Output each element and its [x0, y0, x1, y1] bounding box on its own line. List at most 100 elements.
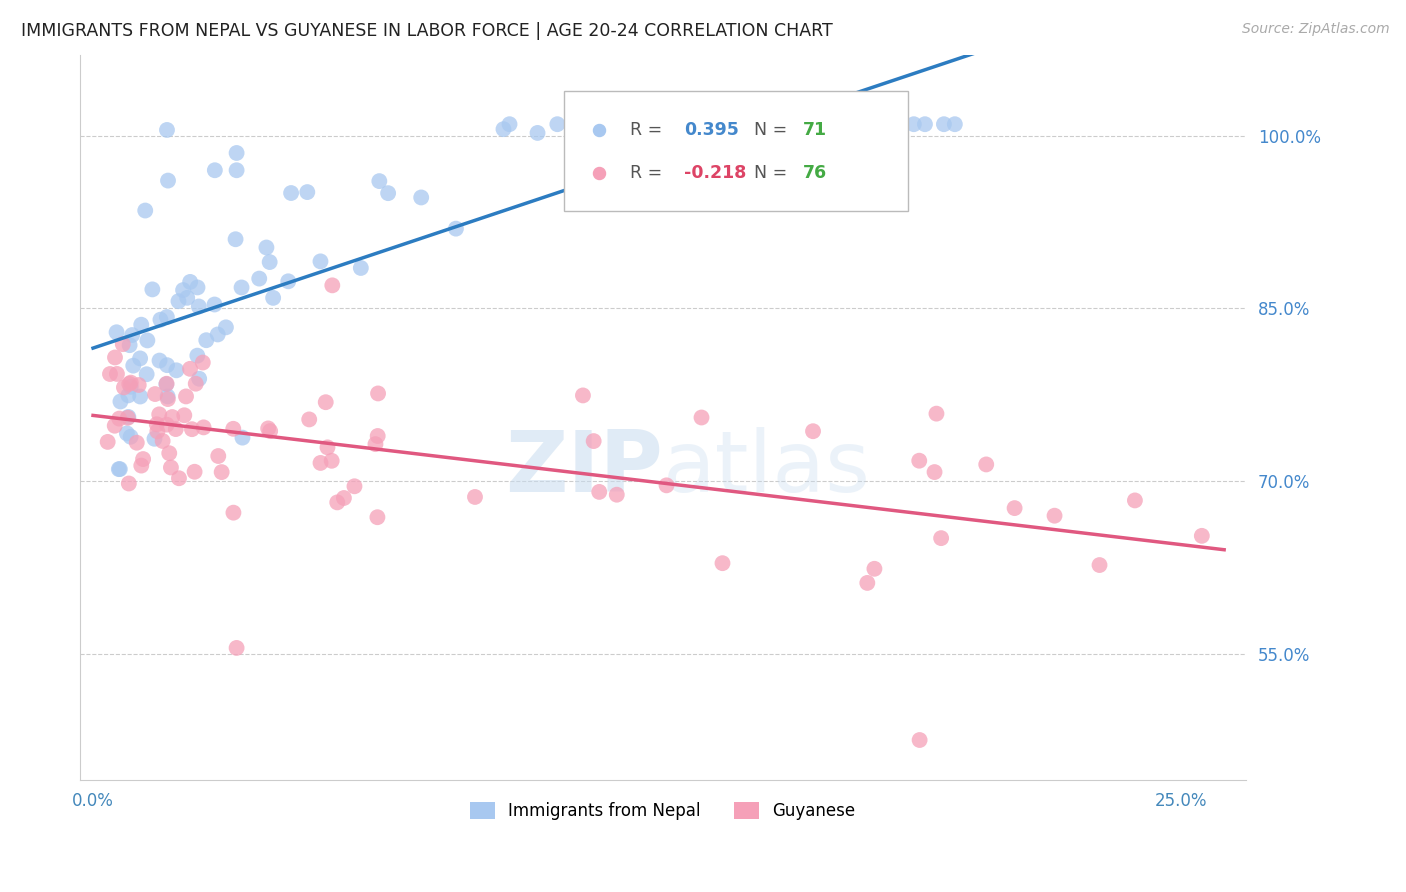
Point [225, 232, 247, 246]
Point [863, 562, 886, 576]
Point [146, 417, 169, 432]
Point [156, 358, 179, 372]
Point [97, 434, 120, 449]
Point [297, 185, 319, 199]
Point [943, 117, 966, 131]
Point [827, 117, 849, 131]
Point [108, 462, 131, 476]
Point [146, 425, 169, 439]
Point [118, 376, 141, 391]
Point [174, 389, 197, 403]
Point [165, 422, 187, 436]
Point [350, 260, 373, 275]
Point [925, 407, 948, 421]
Point [134, 203, 156, 218]
Point [932, 117, 955, 131]
Point [181, 422, 204, 436]
Point [222, 506, 245, 520]
Text: ZIP: ZIP [505, 427, 664, 510]
Point [366, 510, 388, 524]
Point [1004, 501, 1026, 516]
Point [184, 376, 207, 391]
Point [572, 388, 595, 402]
Point [122, 359, 145, 373]
Point [149, 312, 172, 326]
Point [143, 432, 166, 446]
Point [157, 173, 180, 187]
Point [298, 412, 321, 426]
Text: Source: ZipAtlas.com: Source: ZipAtlas.com [1241, 22, 1389, 37]
Point [929, 531, 952, 545]
Point [368, 174, 391, 188]
Point [110, 394, 132, 409]
Point [924, 465, 946, 479]
Point [856, 575, 879, 590]
Point [160, 410, 183, 425]
Point [167, 294, 190, 309]
Point [810, 117, 832, 131]
Text: N =: N = [754, 164, 793, 182]
Point [309, 456, 332, 470]
Text: IMMIGRANTS FROM NEPAL VS GUYANESE IN LABOR FORCE | AGE 20-24 CORRELATION CHART: IMMIGRANTS FROM NEPAL VS GUYANESE IN LAB… [21, 22, 832, 40]
Point [844, 117, 866, 131]
Point [191, 355, 214, 369]
Point [160, 460, 183, 475]
Point [129, 390, 152, 404]
Point [277, 274, 299, 288]
Point [112, 380, 135, 394]
Point [104, 418, 127, 433]
Point [117, 410, 139, 425]
Point [316, 441, 339, 455]
Point [655, 478, 678, 492]
Point [156, 389, 179, 403]
Point [546, 117, 568, 131]
Point [129, 318, 152, 332]
Text: N =: N = [754, 120, 793, 139]
Point [120, 380, 142, 394]
Text: R =: R = [630, 120, 668, 139]
Point [215, 320, 238, 334]
Point [225, 163, 247, 178]
Point [111, 337, 134, 351]
Point [187, 300, 209, 314]
Point [914, 117, 936, 131]
Point [120, 376, 142, 390]
Point [1123, 493, 1146, 508]
Point [259, 424, 281, 438]
Point [125, 435, 148, 450]
Point [367, 429, 389, 443]
Point [193, 420, 215, 434]
Point [908, 733, 931, 747]
Point [118, 338, 141, 352]
Point [105, 367, 128, 381]
Text: R =: R = [630, 164, 668, 182]
Point [179, 275, 201, 289]
Point [231, 280, 253, 294]
Point [157, 446, 180, 460]
Point [186, 349, 208, 363]
Point [117, 388, 139, 402]
Point [135, 368, 157, 382]
FancyBboxPatch shape [564, 91, 908, 211]
Point [156, 392, 179, 406]
Point [254, 240, 277, 254]
Point [225, 640, 247, 655]
Point [128, 378, 150, 392]
Point [136, 334, 159, 348]
Point [148, 353, 170, 368]
Point [155, 376, 177, 391]
Point [315, 395, 337, 409]
Point [367, 386, 389, 401]
Point [98, 367, 121, 381]
Point [231, 431, 253, 445]
Point [121, 328, 143, 343]
Point [333, 491, 356, 505]
Point [464, 490, 486, 504]
Text: 76: 76 [803, 164, 827, 182]
Point [664, 117, 686, 131]
Point [886, 117, 908, 131]
Point [204, 297, 226, 311]
Point [526, 126, 548, 140]
Point [247, 271, 270, 285]
Point [108, 462, 131, 476]
